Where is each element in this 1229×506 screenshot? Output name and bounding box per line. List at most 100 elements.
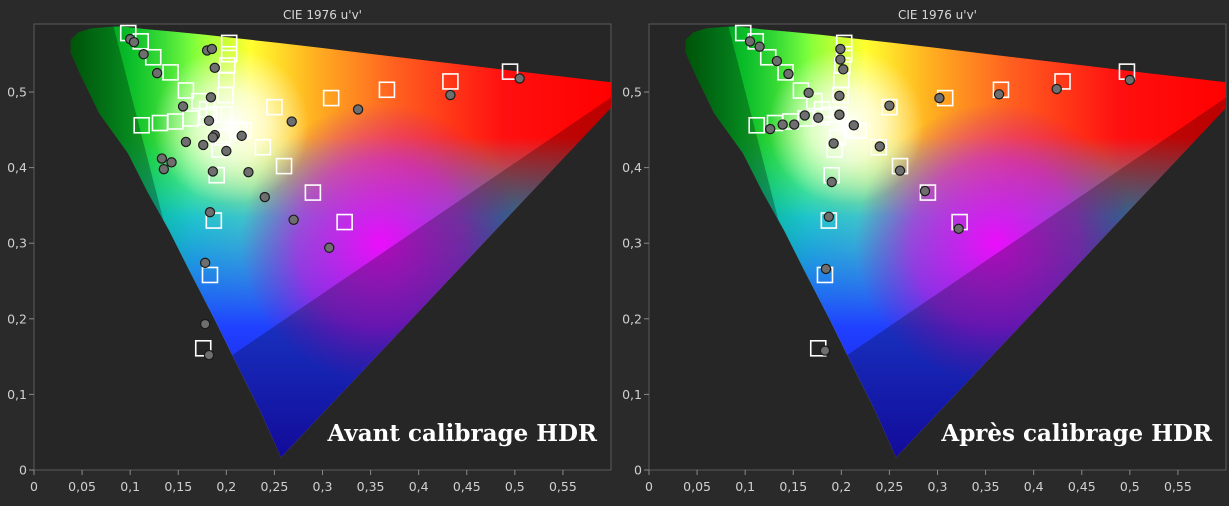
measured-point	[151, 67, 163, 79]
cie-chart-before: CIE 1976 u'v' 0 0,1 0,2 0,3 0,4 0,5 0 0,05 0,1 0,1…	[7, 8, 612, 494]
measured-point	[259, 191, 270, 203]
measured-point	[1124, 74, 1136, 86]
measured-point	[199, 257, 211, 269]
x-tick-label: 0,45	[1068, 479, 1096, 494]
measured-point	[514, 73, 525, 84]
measured-point	[874, 141, 885, 152]
measured-point	[288, 214, 299, 225]
target-square	[266, 98, 283, 116]
y-tick-label: 0	[19, 463, 27, 478]
target-square	[322, 89, 340, 107]
measured-point	[819, 345, 831, 356]
target-square	[304, 184, 322, 201]
measured-point	[156, 153, 168, 164]
chart-panel-after: CIE 1976 u'v' 0 0,1 0,2 0,3 0,4 0,5 0 0,05 0,1 0,1…	[615, 0, 1229, 502]
measured-point	[744, 36, 756, 47]
y-tick-label: 0,4	[7, 160, 27, 175]
target-square	[254, 138, 272, 156]
measured-point	[820, 263, 832, 275]
measured-point	[813, 112, 824, 123]
target-square	[831, 106, 848, 124]
measured-point	[834, 90, 845, 102]
target-square	[850, 122, 867, 139]
measured-point	[803, 87, 814, 98]
target-square	[216, 106, 233, 124]
target-square	[336, 213, 353, 231]
measured-point	[835, 54, 846, 65]
target-square	[734, 24, 752, 42]
target-square	[1054, 73, 1071, 90]
cie-chart-after: CIE 1976 u'v' 0 0,1 0,2 0,3 0,4 0,5 0 0,05 0,1 0,1…	[622, 8, 1227, 494]
measured-point	[207, 166, 219, 177]
calibration-caption: Après calibrage HDR	[940, 420, 1213, 447]
measured-point	[799, 110, 810, 121]
x-tick-label: 0,35	[357, 479, 385, 494]
y-tick-label: 0,2	[622, 311, 642, 326]
x-tick-label: 0,45	[453, 479, 481, 494]
measured-point	[166, 157, 177, 168]
x-tick-label: 0,15	[779, 479, 807, 494]
measured-point	[789, 119, 800, 130]
x-tick-label: 0,05	[683, 479, 711, 494]
measurement-points	[734, 24, 1136, 357]
x-tick-label: 0,25	[260, 479, 288, 494]
x-tick-label: 0,3	[313, 479, 333, 494]
y-tick-label: 0,3	[7, 236, 27, 251]
x-tick-label: 0,3	[928, 479, 948, 494]
measured-point	[158, 163, 170, 175]
measured-point	[177, 101, 189, 112]
measured-point	[754, 41, 765, 52]
calibration-caption: Avant calibrage HDR	[326, 420, 597, 447]
measured-point	[128, 36, 140, 48]
chart-panel-before: CIE 1976 u'v' 0 0,1 0,2 0,3 0,4 0,5 0 0,05 0,1 0,1…	[0, 0, 614, 502]
measured-point	[324, 242, 335, 253]
measured-point	[823, 211, 835, 222]
measured-point	[203, 349, 215, 361]
target-square	[177, 82, 195, 99]
target-square	[378, 81, 396, 99]
x-tick-label: 0,4	[409, 479, 429, 494]
measured-point	[993, 89, 1005, 100]
measured-point	[838, 64, 849, 75]
target-square	[748, 116, 766, 134]
x-tick-label: 0,5	[1120, 479, 1140, 494]
measured-point	[204, 207, 216, 218]
x-tick-label: 0,5	[505, 479, 525, 494]
measured-point	[764, 123, 776, 135]
measured-point	[209, 62, 220, 74]
target-square	[881, 98, 898, 116]
measured-point	[243, 166, 254, 178]
target-square	[133, 116, 151, 134]
y-tick-label: 0,4	[622, 160, 642, 175]
x-tick-label: 0,2	[216, 479, 236, 494]
measured-point	[352, 104, 364, 115]
x-tick-label: 0,4	[1024, 479, 1044, 494]
measurement-points	[119, 24, 525, 361]
target-square	[442, 73, 459, 90]
y-tick-label: 0,3	[622, 236, 642, 251]
measured-point	[206, 43, 218, 55]
x-tick-label: 0	[645, 479, 653, 494]
target-square	[220, 45, 238, 63]
measured-point	[221, 145, 232, 157]
y-tick-label: 0,5	[7, 85, 27, 100]
measured-point	[826, 176, 837, 188]
measured-point	[884, 100, 895, 111]
measured-point	[199, 318, 211, 330]
y-tick-label: 0	[634, 463, 642, 478]
x-tick-label: 0,1	[120, 479, 140, 494]
measured-point	[138, 49, 149, 60]
measured-point	[894, 165, 906, 176]
measured-point	[236, 130, 247, 142]
x-tick-label: 0,15	[164, 479, 192, 494]
x-tick-label: 0,55	[549, 479, 577, 494]
measured-point	[205, 92, 217, 103]
target-square	[217, 86, 234, 104]
measured-point	[203, 115, 215, 126]
measured-point	[286, 116, 297, 127]
chart-title: CIE 1976 u'v'	[283, 8, 362, 22]
x-tick-label: 0,35	[972, 479, 1000, 494]
target-square	[832, 86, 849, 104]
measured-point	[834, 109, 845, 120]
target-square	[275, 157, 293, 175]
